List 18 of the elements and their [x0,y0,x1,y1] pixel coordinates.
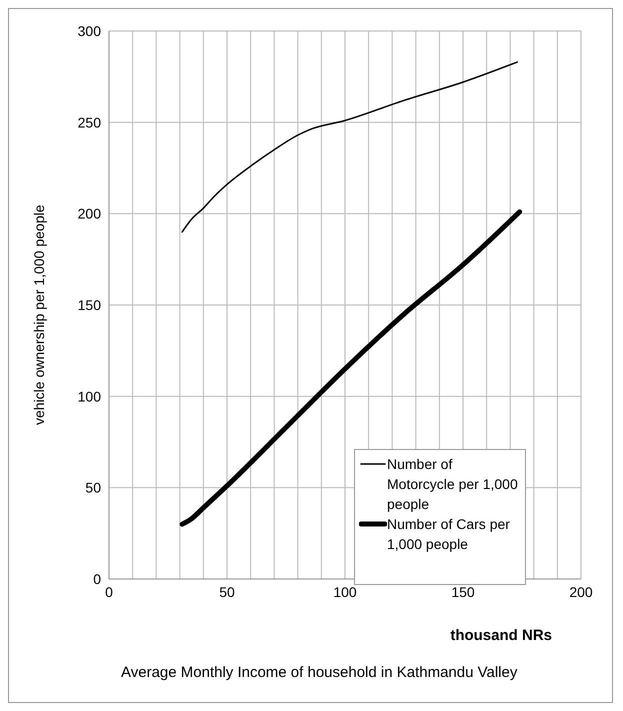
y-tick-label: 300 [78,22,102,39]
x-axis-title: thousand NRs [450,627,552,644]
x-tick-label: 0 [105,584,114,600]
x-tick-label: 150 [451,584,475,600]
y-tick-label: 250 [78,114,102,130]
line-series [181,61,518,233]
x-tick-label: 100 [333,584,357,600]
legend-label: Number of Motorcycle per 1,000 people [387,455,519,514]
y-tick-label: 50 [85,480,102,496]
y-tick-label: 100 [78,388,102,404]
y-tick-label: 0 [93,570,102,587]
text: Average Monthly Income of household in Kathmandu Valley [121,664,518,681]
y-axis-title: vehicle ownership per 1,000 people [30,204,47,425]
x-tick-label: 50 [219,584,235,600]
y-tick-label: 150 [78,296,102,313]
legend-label: Number of Cars per 1,000 people [387,515,511,554]
y-tick-label: 200 [78,206,102,222]
x-tick-label: 200 [569,584,593,600]
